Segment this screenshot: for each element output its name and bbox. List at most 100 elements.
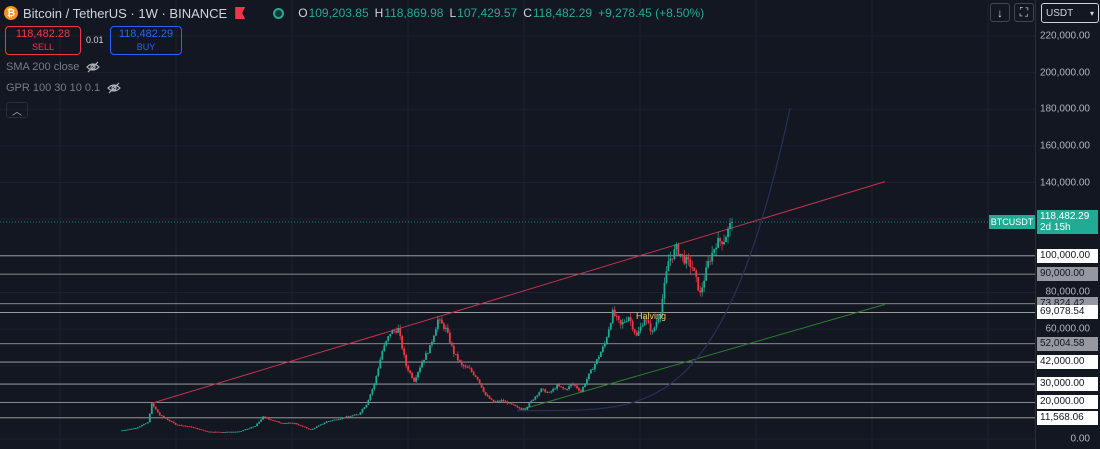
candle-body — [653, 327, 656, 332]
candle-body — [415, 377, 417, 382]
eye-off-icon[interactable] — [107, 82, 122, 94]
indicator-sma[interactable]: SMA 200 close — [6, 61, 101, 73]
candle-body — [510, 402, 513, 404]
flag-icon[interactable] — [235, 7, 246, 19]
candle-body — [170, 421, 173, 422]
candle-body — [178, 424, 181, 426]
fullscreen-button[interactable]: ⛶ — [1014, 3, 1034, 22]
candle-body — [429, 345, 431, 354]
ohlc-low-value: 107,429.57 — [457, 6, 518, 20]
indicator-gpr[interactable]: GPR 100 30 10 0.1 — [6, 82, 122, 94]
candle-body — [144, 423, 147, 425]
candle-body — [586, 379, 588, 385]
candle-body — [605, 337, 608, 344]
candle-body — [423, 359, 425, 363]
symbol-title[interactable]: Bitcoin / TetherUS · 1W · BINANCE — [23, 5, 228, 21]
candle-body — [401, 335, 404, 349]
axis-tick-label: 140,000.00 — [1039, 177, 1090, 189]
candle-body — [593, 364, 596, 370]
candle-body — [719, 238, 721, 242]
candle-body — [327, 421, 330, 422]
candle-body — [514, 404, 517, 407]
candle-body — [657, 318, 660, 323]
candle-body — [291, 422, 294, 424]
ohlc-high-label: H — [374, 6, 384, 20]
buy-button[interactable]: 118,482.29 BUY — [110, 26, 182, 55]
candle-body — [671, 258, 674, 260]
candle-body — [413, 377, 415, 382]
candle-body — [588, 373, 590, 380]
candle-body — [172, 421, 175, 424]
candle-body — [264, 416, 266, 418]
market-status-icon[interactable] — [273, 7, 285, 19]
candle-body — [391, 330, 394, 334]
candle-body — [687, 257, 690, 260]
candle-body — [287, 422, 290, 424]
candle-body — [282, 422, 284, 424]
candle-body — [158, 412, 161, 416]
candle-body — [641, 325, 644, 327]
candle-body — [315, 426, 318, 428]
candle-body — [222, 432, 225, 433]
candle-body — [679, 253, 682, 256]
candle-body — [727, 228, 729, 238]
currency-select[interactable]: USDT ▾ — [1041, 3, 1099, 23]
candle-body — [590, 369, 592, 374]
candle-body — [262, 416, 264, 420]
candle-body — [250, 427, 253, 429]
candle-body — [377, 368, 380, 376]
price-level-label: 11,568.06 — [1037, 410, 1098, 425]
candle-body — [542, 388, 545, 390]
candle-body — [452, 345, 455, 354]
candle-body — [582, 386, 584, 392]
candle-body — [331, 420, 334, 421]
candle-body — [609, 323, 612, 330]
candle-body — [204, 430, 207, 432]
candle-body — [685, 257, 688, 264]
candle-body — [486, 395, 489, 397]
candle-body — [448, 332, 451, 343]
candle-body — [464, 366, 467, 368]
candle-body — [570, 384, 572, 387]
candle-body — [206, 431, 209, 433]
candle-body — [202, 429, 205, 431]
price-axis[interactable]: 0.00 60,000.00 80,000.00 140,000.00 160,000.… — [1035, 0, 1100, 449]
candle-body — [693, 267, 696, 271]
sell-button[interactable]: 118,482.28 SELL — [5, 26, 81, 55]
candle-body — [699, 290, 702, 293]
candle-body — [133, 428, 135, 430]
candle-body — [365, 404, 368, 408]
candle-body — [323, 422, 326, 424]
eye-off-icon[interactable] — [86, 61, 101, 73]
candle-body — [148, 413, 151, 423]
candle-body — [240, 431, 243, 432]
candle-body — [446, 327, 449, 333]
candle-body — [381, 351, 384, 360]
chevron-up-icon: ︿ — [12, 106, 22, 118]
candle-body — [512, 403, 515, 405]
candle-body — [603, 343, 606, 347]
candle-body — [246, 428, 249, 430]
price-chart[interactable]: Halving — [0, 0, 1035, 449]
ohlc-values: O109,203.85 H118,869.98 L107,429.57 C118… — [298, 6, 704, 20]
candle-body — [568, 386, 570, 390]
candle-body — [526, 406, 529, 410]
candle-body — [238, 431, 241, 433]
chart-area[interactable]: Halving ₿ Bitcoin / TetherUS · 1W · BINA… — [0, 0, 1035, 449]
download-button[interactable]: ↓ — [990, 3, 1010, 22]
collapse-indicators-button[interactable]: ︿ — [6, 102, 28, 118]
candle-body — [548, 392, 551, 393]
candle-body — [125, 429, 127, 431]
candle-body — [617, 316, 620, 320]
candle-body — [297, 424, 300, 426]
candle-body — [717, 238, 719, 248]
candle-body — [508, 402, 511, 404]
symbol-bar: ₿ Bitcoin / TetherUS · 1W · BINANCE O109… — [4, 4, 704, 22]
candle-body — [677, 244, 680, 256]
candle-body — [470, 368, 473, 372]
candle-body — [534, 396, 537, 400]
candle-body — [478, 379, 481, 384]
candle-body — [353, 414, 356, 416]
symbol-price-tag: BTCUSDT — [989, 214, 1035, 229]
candle-body — [242, 430, 245, 432]
